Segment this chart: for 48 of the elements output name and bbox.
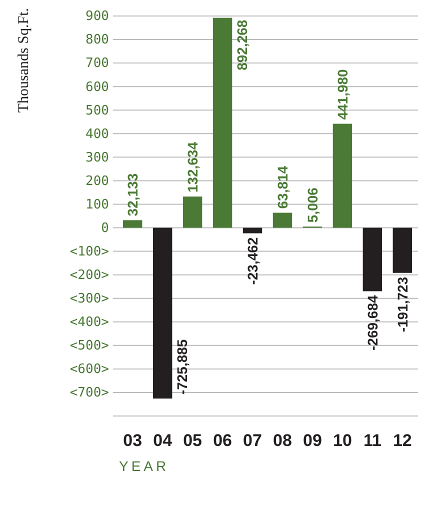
annotation: -23,462 bbox=[244, 237, 261, 285]
y-tick-label: 100 bbox=[86, 197, 109, 212]
y-tick-label: <100> bbox=[70, 244, 110, 260]
y-tick-label: <700> bbox=[70, 386, 110, 401]
y-tick-label: 200 bbox=[86, 174, 109, 189]
annotation: -269,684 bbox=[364, 295, 380, 350]
bar bbox=[272, 212, 292, 228]
bar bbox=[392, 228, 412, 273]
x-axis-title: YEAR bbox=[119, 458, 170, 474]
x-tick-label: 04 bbox=[153, 431, 173, 450]
bar bbox=[122, 220, 142, 228]
annotation: 441,980 bbox=[334, 68, 350, 120]
x-tick-label: 03 bbox=[123, 431, 142, 450]
bar bbox=[212, 18, 232, 228]
x-tick-label: 07 bbox=[243, 431, 262, 450]
bar bbox=[152, 228, 172, 399]
y-tick-label: 0 bbox=[101, 220, 109, 236]
y-axis-title: Thousands Sq.Ft. bbox=[16, 8, 32, 113]
y-tick-label: 600 bbox=[86, 80, 109, 95]
bar bbox=[332, 124, 352, 228]
annotation: -725,885 bbox=[174, 339, 190, 395]
y-tick-label: <400> bbox=[70, 315, 110, 330]
bar bbox=[242, 228, 262, 234]
y-tick-label: <300> bbox=[70, 292, 110, 307]
annotation: -191,723 bbox=[394, 276, 410, 332]
bar bbox=[362, 228, 382, 292]
y-tick-label: 900 bbox=[86, 9, 109, 24]
x-tick-label: 09 bbox=[303, 431, 322, 450]
x-tick-label: 12 bbox=[392, 431, 412, 450]
annotation: 132,634 bbox=[184, 142, 201, 193]
x-tick-label: 08 bbox=[273, 431, 292, 450]
y-tick-label: 300 bbox=[86, 150, 109, 166]
y-tick-label: <500> bbox=[70, 338, 110, 354]
y-tick-label: 800 bbox=[86, 32, 109, 48]
annotation: 892,268 bbox=[234, 20, 250, 70]
annotation: 5,006 bbox=[304, 187, 320, 223]
y-tick-label: <600> bbox=[70, 362, 110, 378]
x-tick-label: 11 bbox=[363, 431, 382, 450]
y-tick-label: 700 bbox=[86, 56, 109, 72]
annotation: 63,814 bbox=[274, 166, 290, 209]
y-tick-label: <200> bbox=[70, 268, 110, 283]
y-tick-label: 400 bbox=[86, 126, 109, 142]
annotation: 32,133 bbox=[124, 173, 141, 216]
bar bbox=[182, 196, 202, 228]
y-tick-label: 500 bbox=[86, 103, 109, 118]
x-tick-label: 06 bbox=[213, 431, 232, 450]
x-tick-label: 05 bbox=[183, 431, 202, 450]
x-tick-label: 10 bbox=[332, 431, 352, 450]
